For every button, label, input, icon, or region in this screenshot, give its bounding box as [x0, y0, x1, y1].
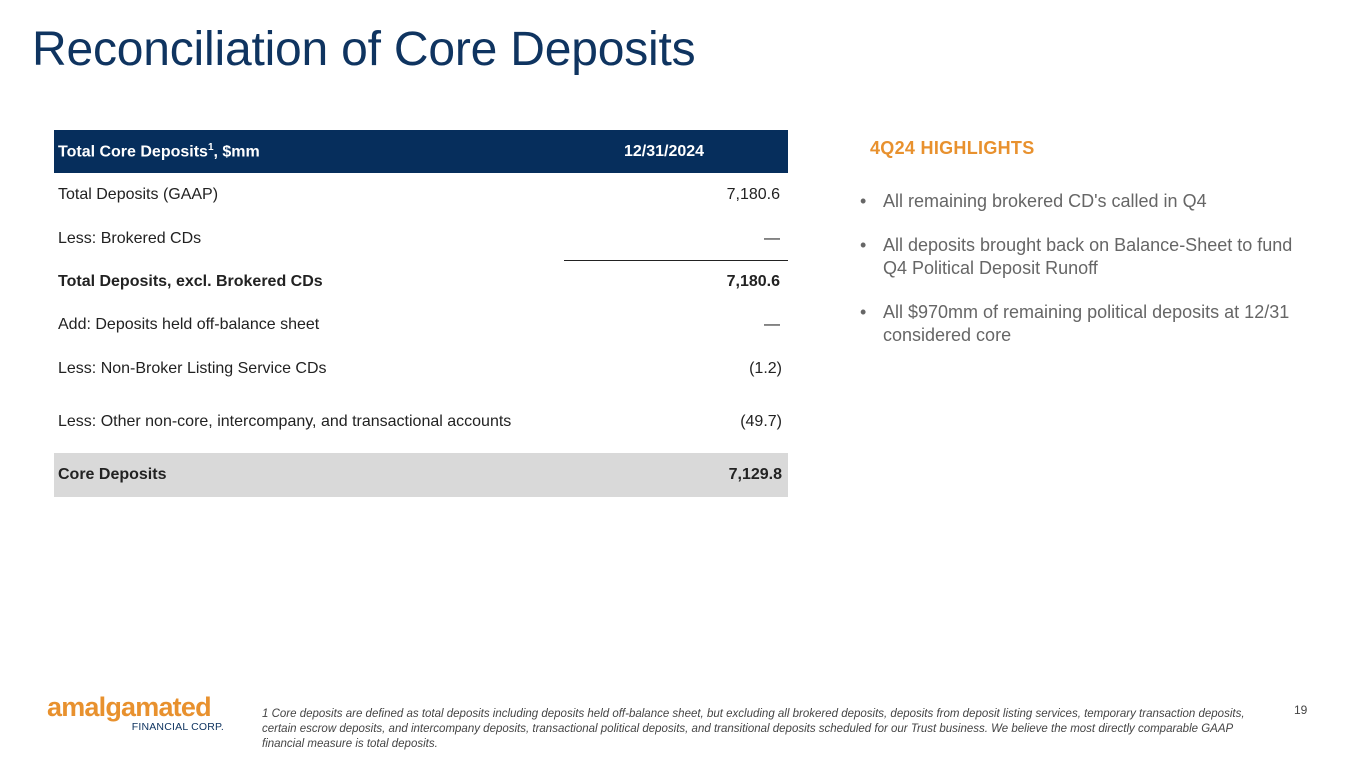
list-item-text: All deposits brought back on Balance-She…: [883, 235, 1293, 278]
logo-subtitle: FINANCIAL CORP.: [131, 721, 224, 733]
header-unit: , $mm: [213, 143, 260, 161]
highlights-title: 4Q24 HIGHLIGHTS: [870, 138, 1035, 158]
list-item-text: All remaining brokered CD's called in Q4: [883, 191, 1207, 211]
table-header: Total Core Deposits1, $mm 12/31/2024: [54, 130, 788, 173]
table-row: Less: Other non-core, intercompany, and …: [54, 391, 788, 453]
row-value: 7,180.6: [726, 273, 780, 290]
header-date: 12/31/2024: [624, 142, 705, 160]
row-label: Add: Deposits held off-balance sheet: [58, 316, 320, 333]
list-item: • All deposits brought back on Balance-S…: [860, 234, 1300, 280]
row-label: Total Deposits, excl. Brokered CDs: [58, 273, 323, 290]
row-label: Less: Non-Broker Listing Service CDs: [58, 360, 327, 377]
header-label-text: Total Core Deposits: [58, 143, 208, 161]
core-deposits-table: Total Core Deposits1, $mm 12/31/2024 Tot…: [54, 130, 788, 497]
page-title: Reconciliation of Core Deposits: [32, 23, 696, 76]
page-number: 19: [1294, 703, 1308, 717]
logo-wordmark: amalgamated: [47, 692, 212, 722]
bullet-icon: •: [860, 191, 867, 211]
footnote-marker: 1: [207, 141, 214, 153]
table-row: Total Deposits, excl. Brokered CDs 7,180…: [54, 261, 788, 303]
row-value: (1.2): [749, 360, 782, 377]
row-label: Less: Other non-core, intercompany, and …: [58, 413, 512, 430]
row-label: Less: Brokered CDs: [58, 230, 202, 247]
list-item: • All $970mm of remaining political depo…: [860, 301, 1300, 347]
row-label: Core Deposits: [58, 466, 167, 483]
bullet-icon: •: [860, 302, 867, 322]
subtotal-rule: [564, 260, 788, 261]
row-label: Total Deposits (GAAP): [58, 186, 219, 203]
highlights-list: • All remaining brokered CD's called in …: [860, 190, 1300, 368]
table-total-row: Core Deposits 7,129.8: [54, 453, 788, 497]
company-logo: amalgamated FINANCIAL CORP.: [47, 693, 227, 733]
list-item-text: All $970mm of remaining political deposi…: [883, 302, 1290, 345]
bullet-icon: •: [860, 235, 867, 255]
row-value: (49.7): [740, 413, 782, 430]
table-row: Less: Brokered CDs —: [54, 217, 788, 261]
row-value: —: [764, 230, 780, 247]
header-label: Total Core Deposits1, $mm: [54, 142, 624, 161]
row-value: —: [764, 316, 780, 333]
row-value: 7,129.8: [728, 466, 782, 483]
footnote: 1 Core deposits are defined as total dep…: [262, 708, 1245, 750]
table-row: Add: Deposits held off-balance sheet —: [54, 303, 788, 347]
table-row: Total Deposits (GAAP) 7,180.6: [54, 173, 788, 217]
list-item: • All remaining brokered CD's called in …: [860, 190, 1300, 213]
row-value: 7,180.6: [726, 186, 780, 203]
table-row: Less: Non-Broker Listing Service CDs (1.…: [54, 347, 788, 391]
